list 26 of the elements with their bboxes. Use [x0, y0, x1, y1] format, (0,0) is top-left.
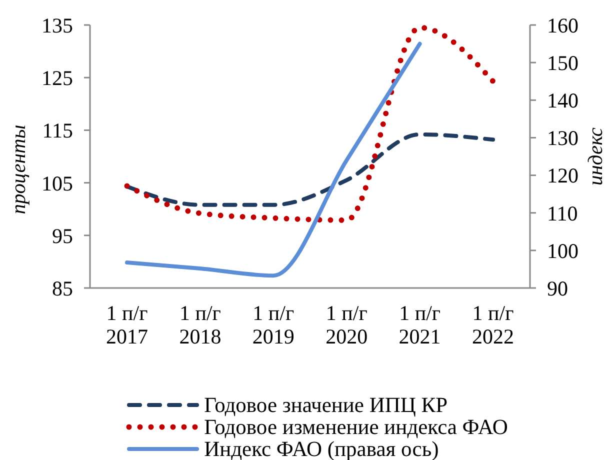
line-series: [125, 132, 495, 207]
y2-tick-label: 90: [547, 276, 568, 300]
x-tick-label: 1 п/г 2020: [326, 301, 368, 348]
y2-tick-label: 160: [547, 13, 578, 38]
x-tick-label: 1 п/г 2022: [472, 301, 514, 348]
y-axis-title: проценты: [8, 124, 30, 214]
x-tick-label: 1 п/г 2021: [398, 301, 441, 348]
line-series: [125, 42, 422, 278]
y2-tick-label: 140: [547, 88, 578, 113]
y2-tick-label: 150: [547, 51, 578, 76]
y2-tick-label: 100: [547, 238, 578, 263]
y2-tick-label: 120: [547, 164, 578, 188]
y-tick-label: 95: [52, 224, 73, 248]
legend-label: Годовое значение ИПЦ КР: [204, 393, 448, 417]
y-tick-label: 135: [42, 13, 73, 38]
y-tick-label: 105: [42, 171, 73, 196]
x-tick-label: 1 п/г 2019: [252, 301, 295, 348]
x-tick-label: 1 п/г 2018: [179, 301, 222, 348]
y2-axis-title: индекс: [585, 127, 607, 186]
y2-tick-label: 130: [547, 126, 578, 150]
y2-tick-label: 110: [547, 201, 578, 226]
legend-label: Годовое изменение индекса ФАО: [204, 415, 508, 439]
y-tick-label: 125: [42, 66, 73, 90]
y-tick-label: 115: [42, 118, 73, 143]
y-tick-label: 85: [52, 276, 73, 300]
x-tick-label: 1 п/г 2017: [106, 301, 148, 348]
